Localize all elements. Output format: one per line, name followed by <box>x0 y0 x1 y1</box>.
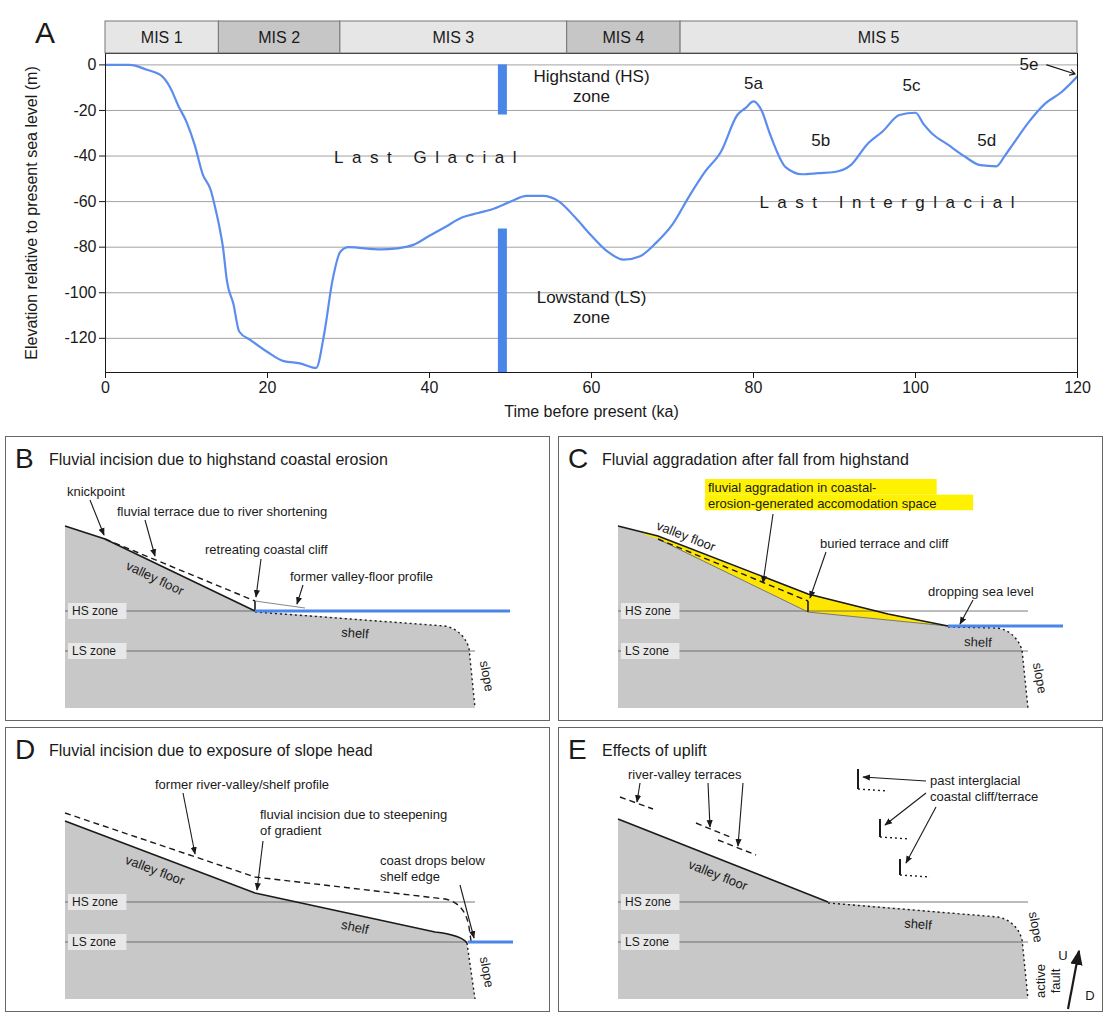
svg-text:former river-valley/shelf prof: former river-valley/shelf profile <box>155 777 329 792</box>
svg-text:D: D <box>15 734 35 765</box>
svg-text:shelf: shelf <box>340 917 370 938</box>
svg-text:-40: -40 <box>73 147 96 164</box>
svg-text:0: 0 <box>101 379 110 396</box>
svg-text:-80: -80 <box>73 238 96 255</box>
svg-text:-120: -120 <box>64 329 96 346</box>
svg-text:E: E <box>568 734 587 765</box>
svg-text:5d: 5d <box>977 131 996 150</box>
svg-text:coast drops belowshelf edge: coast drops belowshelf edge <box>380 853 485 884</box>
svg-text:LS zone: LS zone <box>625 644 669 658</box>
svg-text:retreating coastal cliff: retreating coastal cliff <box>205 542 328 557</box>
svg-text:Last Glacial: Last Glacial <box>334 148 525 167</box>
svg-text:dropping sea level: dropping sea level <box>928 584 1034 599</box>
svg-text:MIS 5: MIS 5 <box>858 29 900 46</box>
svg-text:buried terrace and cliff: buried terrace and cliff <box>820 536 949 551</box>
svg-text:-60: -60 <box>73 193 96 210</box>
svg-text:120: 120 <box>1064 379 1091 396</box>
svg-text:Time before present (ka): Time before present (ka) <box>504 403 679 420</box>
svg-text:slope: slope <box>1026 910 1046 943</box>
svg-text:HS zone: HS zone <box>72 604 118 618</box>
svg-text:Fluvial incision due to highst: Fluvial incision due to highstand coasta… <box>49 451 388 468</box>
svg-text:valley floor: valley floor <box>686 857 750 894</box>
svg-text:Effects of uplift: Effects of uplift <box>602 742 707 759</box>
svg-text:shelf: shelf <box>904 915 933 932</box>
svg-text:40: 40 <box>421 379 439 396</box>
svg-text:Fluvial incision due to exposu: Fluvial incision due to exposure of slop… <box>49 742 373 759</box>
svg-text:shelf: shelf <box>341 625 370 642</box>
svg-text:valley floor: valley floor <box>123 852 187 888</box>
svg-text:slope: slope <box>477 659 497 692</box>
svg-text:80: 80 <box>745 379 763 396</box>
svg-text:MIS 2: MIS 2 <box>258 29 300 46</box>
svg-text:-100: -100 <box>64 284 96 301</box>
svg-text:A: A <box>35 16 55 49</box>
svg-text:valley floor: valley floor <box>654 518 718 555</box>
svg-text:slope: slope <box>1030 661 1050 694</box>
svg-text:valley floor: valley floor <box>124 558 187 599</box>
svg-text:D: D <box>1085 988 1094 1003</box>
svg-text:B: B <box>15 443 34 474</box>
svg-text:LS zone: LS zone <box>72 935 116 949</box>
svg-text:past interglacialcoastal cliff: past interglacialcoastal cliff/terrace <box>930 773 1038 804</box>
svg-text:5c: 5c <box>902 76 920 95</box>
svg-text:20: 20 <box>259 379 277 396</box>
svg-text:fluvial terrace due to river s: fluvial terrace due to river shortening <box>117 504 327 519</box>
svg-text:HS zone: HS zone <box>72 895 118 909</box>
svg-text:5b: 5b <box>811 131 830 150</box>
svg-text:fluvial aggradation in coastal: fluvial aggradation in coastal-erosion-g… <box>708 480 936 511</box>
svg-text:Lowstand (LS)zone: Lowstand (LS)zone <box>537 288 647 327</box>
svg-text:MIS 1: MIS 1 <box>141 29 183 46</box>
svg-text:LS zone: LS zone <box>625 935 669 949</box>
svg-text:river-valley terraces: river-valley terraces <box>628 767 742 782</box>
svg-text:slope: slope <box>477 955 497 988</box>
svg-text:MIS 4: MIS 4 <box>603 29 645 46</box>
svg-text:60: 60 <box>583 379 601 396</box>
svg-text:5e: 5e <box>1019 55 1038 74</box>
svg-text:activefault: activefault <box>1033 964 1064 998</box>
svg-text:U: U <box>1058 948 1067 963</box>
svg-text:MIS 3: MIS 3 <box>432 29 474 46</box>
svg-text:-20: -20 <box>73 102 96 119</box>
svg-text:former valley-floor profile: former valley-floor profile <box>290 569 433 584</box>
svg-text:fluvial incision due to steepe: fluvial incision due to steepeningof gra… <box>260 807 447 838</box>
svg-text:shelf: shelf <box>964 634 992 650</box>
svg-text:knickpoint: knickpoint <box>67 484 125 499</box>
svg-text:LS zone: LS zone <box>72 644 116 658</box>
svg-text:0: 0 <box>88 56 97 73</box>
svg-text:HS zone: HS zone <box>625 895 671 909</box>
svg-text:5a: 5a <box>744 74 763 93</box>
svg-text:Fluvial aggradation after fall: Fluvial aggradation after fall from high… <box>602 451 909 468</box>
svg-text:Elevation relative to present: Elevation relative to present sea level … <box>23 66 40 359</box>
svg-text:Highstand (HS)zone: Highstand (HS)zone <box>533 67 649 106</box>
svg-text:HS zone: HS zone <box>625 604 671 618</box>
svg-text:C: C <box>568 443 588 474</box>
svg-text:100: 100 <box>902 379 929 396</box>
svg-text:Last Interglacial: Last Interglacial <box>759 193 1023 212</box>
